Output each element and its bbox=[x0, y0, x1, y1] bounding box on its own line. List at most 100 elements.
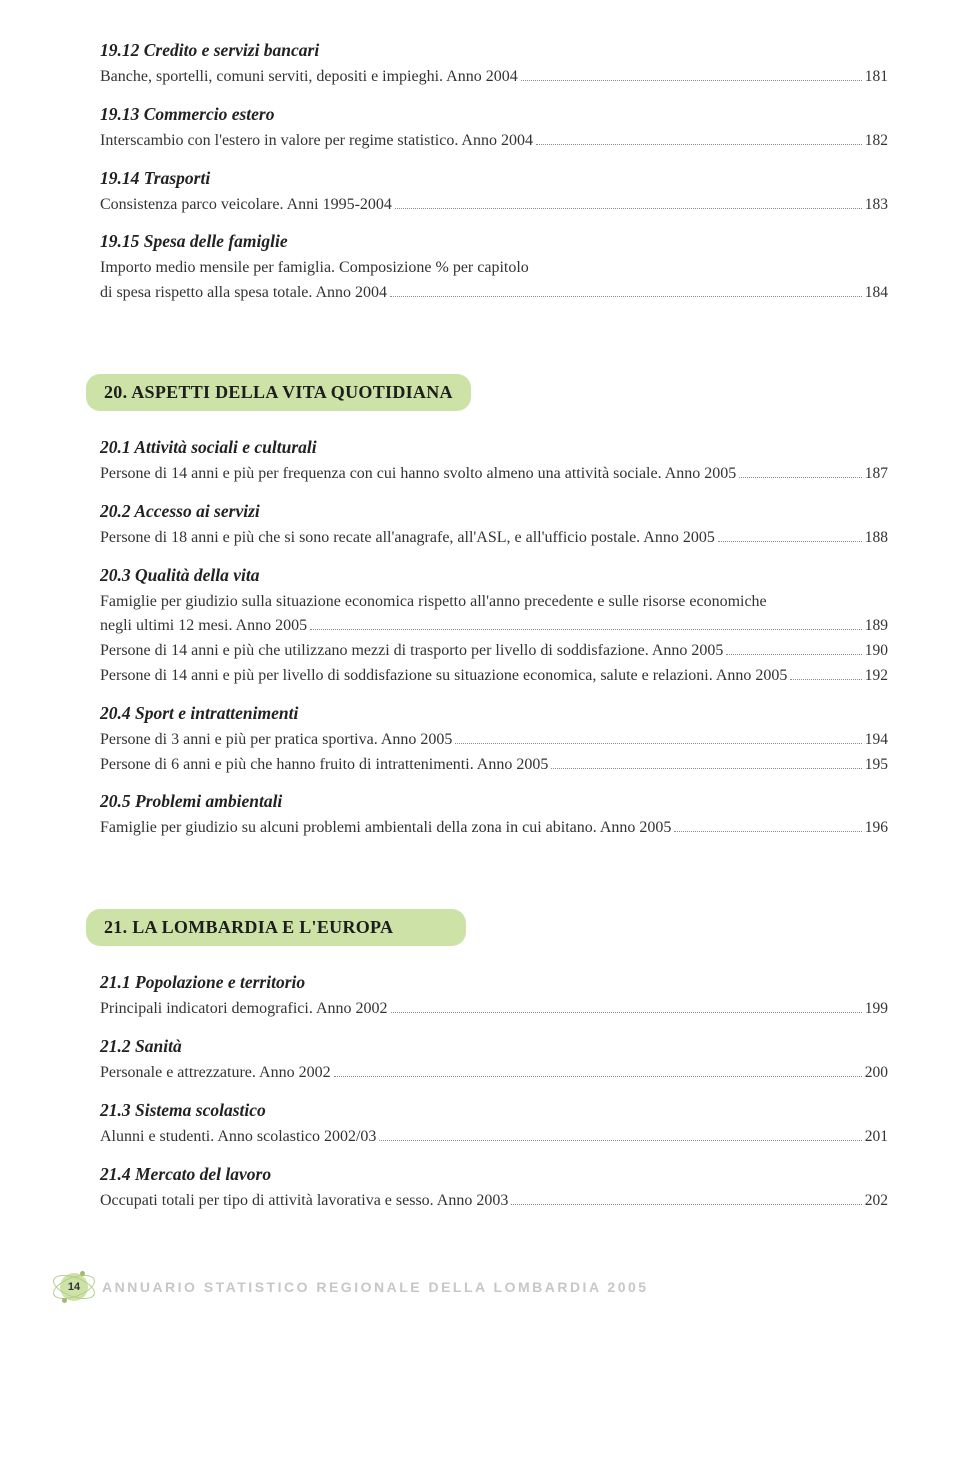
entry-text: Persone di 14 anni e più per frequenza c… bbox=[100, 462, 736, 487]
entry-text: Alunni e studenti. Anno scolastico 2002/… bbox=[100, 1125, 376, 1150]
entry-page: 192 bbox=[865, 664, 888, 688]
toc-entry: Persone di 18 anni e più che si sono rec… bbox=[100, 526, 888, 551]
toc-entry: Persone di 3 anni e più per pratica spor… bbox=[100, 728, 888, 753]
leader-dots bbox=[390, 283, 862, 297]
subsection-title: 21.3 Sistema scolastico bbox=[100, 1100, 888, 1121]
entry-page: 195 bbox=[865, 753, 888, 777]
entry-page: 190 bbox=[865, 639, 888, 663]
subsection-19-15: 19.15 Spesa delle famiglie Importo medio… bbox=[100, 231, 888, 306]
entry-text: negli ultimi 12 mesi. Anno 2005 bbox=[100, 614, 307, 639]
subsection-title: 19.12 Credito e servizi bancari bbox=[100, 40, 888, 61]
leader-dots bbox=[674, 818, 861, 832]
entry-text: Famiglie per giudizio sulla situazione e… bbox=[100, 590, 767, 615]
entry-text: Importo medio mensile per famiglia. Comp… bbox=[100, 256, 529, 281]
entry-text: di spesa rispetto alla spesa totale. Ann… bbox=[100, 281, 387, 306]
toc-entry: Principali indicatori demografici. Anno … bbox=[100, 997, 888, 1022]
leader-dots bbox=[334, 1063, 862, 1077]
subsection-19-14: 19.14 Trasporti Consistenza parco veicol… bbox=[100, 168, 888, 218]
toc-group-21: 21.1 Popolazione e territorio Principali… bbox=[100, 972, 888, 1213]
toc-entry: Famiglie per giudizio su alcuni problemi… bbox=[100, 816, 888, 841]
toc-entry: Interscambio con l'estero in valore per … bbox=[100, 129, 888, 154]
page-footer: 14 ANNUARIO STATISTICO REGIONALE DELLA L… bbox=[60, 1273, 888, 1301]
leader-dots bbox=[726, 641, 861, 655]
subsection-20-5: 20.5 Problemi ambientali Famiglie per gi… bbox=[100, 791, 888, 841]
leader-dots bbox=[521, 67, 862, 81]
entry-text: Persone di 6 anni e più che hanno fruito… bbox=[100, 753, 548, 778]
subsection-19-12: 19.12 Credito e servizi bancari Banche, … bbox=[100, 40, 888, 90]
subsection-title: 19.13 Commercio estero bbox=[100, 104, 888, 125]
toc-entry-wrap-line: Importo medio mensile per famiglia. Comp… bbox=[100, 256, 888, 281]
subsection-20-3: 20.3 Qualità della vita Famiglie per giu… bbox=[100, 565, 888, 689]
toc-entry: Persone di 14 anni e più per frequenza c… bbox=[100, 462, 888, 487]
subsection-21-2: 21.2 Sanità Personale e attrezzature. An… bbox=[100, 1036, 888, 1086]
chapter-bar-20: 20. ASPETTI DELLA VITA QUOTIDIANA bbox=[86, 374, 471, 411]
chapter-title: 21. LA LOMBARDIA E L'EUROPA bbox=[104, 917, 393, 937]
entry-page: 202 bbox=[865, 1189, 888, 1213]
subsection-20-2: 20.2 Accesso ai servizi Persone di 18 an… bbox=[100, 501, 888, 551]
entry-page: 196 bbox=[865, 816, 888, 840]
entry-page: 188 bbox=[865, 526, 888, 550]
entry-page: 182 bbox=[865, 129, 888, 153]
leader-dots bbox=[395, 194, 862, 208]
leader-dots bbox=[790, 666, 861, 680]
subsection-21-1: 21.1 Popolazione e territorio Principali… bbox=[100, 972, 888, 1022]
entry-text: Persone di 3 anni e più per pratica spor… bbox=[100, 728, 452, 753]
toc-group-20: 20.1 Attività sociali e culturali Person… bbox=[100, 437, 888, 841]
leader-dots bbox=[536, 130, 862, 144]
subsection-title: 20.2 Accesso ai servizi bbox=[100, 501, 888, 522]
toc-entry: Persone di 14 anni e più che utilizzano … bbox=[100, 639, 888, 664]
toc-entry: di spesa rispetto alla spesa totale. Ann… bbox=[100, 281, 888, 306]
subsection-19-13: 19.13 Commercio estero Interscambio con … bbox=[100, 104, 888, 154]
toc-entry: negli ultimi 12 mesi. Anno 2005 189 bbox=[100, 614, 888, 639]
entry-page: 201 bbox=[865, 1125, 888, 1149]
leader-dots bbox=[718, 527, 862, 541]
toc-entry: Persone di 14 anni e più per livello di … bbox=[100, 664, 888, 689]
leader-dots bbox=[551, 754, 861, 768]
entry-text: Occupati totali per tipo di attività lav… bbox=[100, 1189, 508, 1214]
subsection-title: 20.1 Attività sociali e culturali bbox=[100, 437, 888, 458]
subsection-title: 21.2 Sanità bbox=[100, 1036, 888, 1057]
entry-text: Principali indicatori demografici. Anno … bbox=[100, 997, 388, 1022]
entry-text: Consistenza parco veicolare. Anni 1995-2… bbox=[100, 193, 392, 218]
subsection-title: 20.5 Problemi ambientali bbox=[100, 791, 888, 812]
page-number-badge: 14 bbox=[60, 1273, 88, 1301]
leader-dots bbox=[739, 464, 861, 478]
subsection-title: 19.14 Trasporti bbox=[100, 168, 888, 189]
leader-dots bbox=[391, 999, 862, 1013]
toc-entry: Consistenza parco veicolare. Anni 1995-2… bbox=[100, 193, 888, 218]
toc-group-19: 19.12 Credito e servizi bancari Banche, … bbox=[100, 40, 888, 306]
leader-dots bbox=[379, 1126, 861, 1140]
entry-text: Persone di 14 anni e più per livello di … bbox=[100, 664, 787, 689]
leader-dots bbox=[455, 729, 861, 743]
subsection-title: 19.15 Spesa delle famiglie bbox=[100, 231, 888, 252]
subsection-title: 20.3 Qualità della vita bbox=[100, 565, 888, 586]
entry-page: 199 bbox=[865, 997, 888, 1021]
entry-page: 183 bbox=[865, 193, 888, 217]
entry-page: 194 bbox=[865, 728, 888, 752]
entry-text: Persone di 18 anni e più che si sono rec… bbox=[100, 526, 715, 551]
toc-entry: Persone di 6 anni e più che hanno fruito… bbox=[100, 753, 888, 778]
entry-text: Persone di 14 anni e più che utilizzano … bbox=[100, 639, 723, 664]
footer-title: ANNUARIO STATISTICO REGIONALE DELLA LOMB… bbox=[102, 1279, 649, 1295]
leader-dots bbox=[511, 1190, 861, 1204]
subsection-title: 21.1 Popolazione e territorio bbox=[100, 972, 888, 993]
toc-entry-wrap-line: Famiglie per giudizio sulla situazione e… bbox=[100, 590, 888, 615]
entry-text: Famiglie per giudizio su alcuni problemi… bbox=[100, 816, 671, 841]
entry-text: Banche, sportelli, comuni serviti, depos… bbox=[100, 65, 518, 90]
chapter-bar-21: 21. LA LOMBARDIA E L'EUROPA bbox=[86, 909, 466, 946]
entry-page: 181 bbox=[865, 65, 888, 89]
entry-page: 200 bbox=[865, 1061, 888, 1085]
subsection-title: 20.4 Sport e intrattenimenti bbox=[100, 703, 888, 724]
toc-entry: Banche, sportelli, comuni serviti, depos… bbox=[100, 65, 888, 90]
leader-dots bbox=[310, 616, 862, 630]
chapter-title: 20. ASPETTI DELLA VITA QUOTIDIANA bbox=[104, 382, 453, 402]
entry-text: Interscambio con l'estero in valore per … bbox=[100, 129, 533, 154]
subsection-title: 21.4 Mercato del lavoro bbox=[100, 1164, 888, 1185]
toc-entry: Alunni e studenti. Anno scolastico 2002/… bbox=[100, 1125, 888, 1150]
toc-entry: Personale e attrezzature. Anno 2002 200 bbox=[100, 1061, 888, 1086]
entry-page: 189 bbox=[865, 614, 888, 638]
subsection-21-4: 21.4 Mercato del lavoro Occupati totali … bbox=[100, 1164, 888, 1214]
page-number: 14 bbox=[68, 1281, 80, 1293]
subsection-20-4: 20.4 Sport e intrattenimenti Persone di … bbox=[100, 703, 888, 778]
entry-page: 187 bbox=[865, 462, 888, 486]
